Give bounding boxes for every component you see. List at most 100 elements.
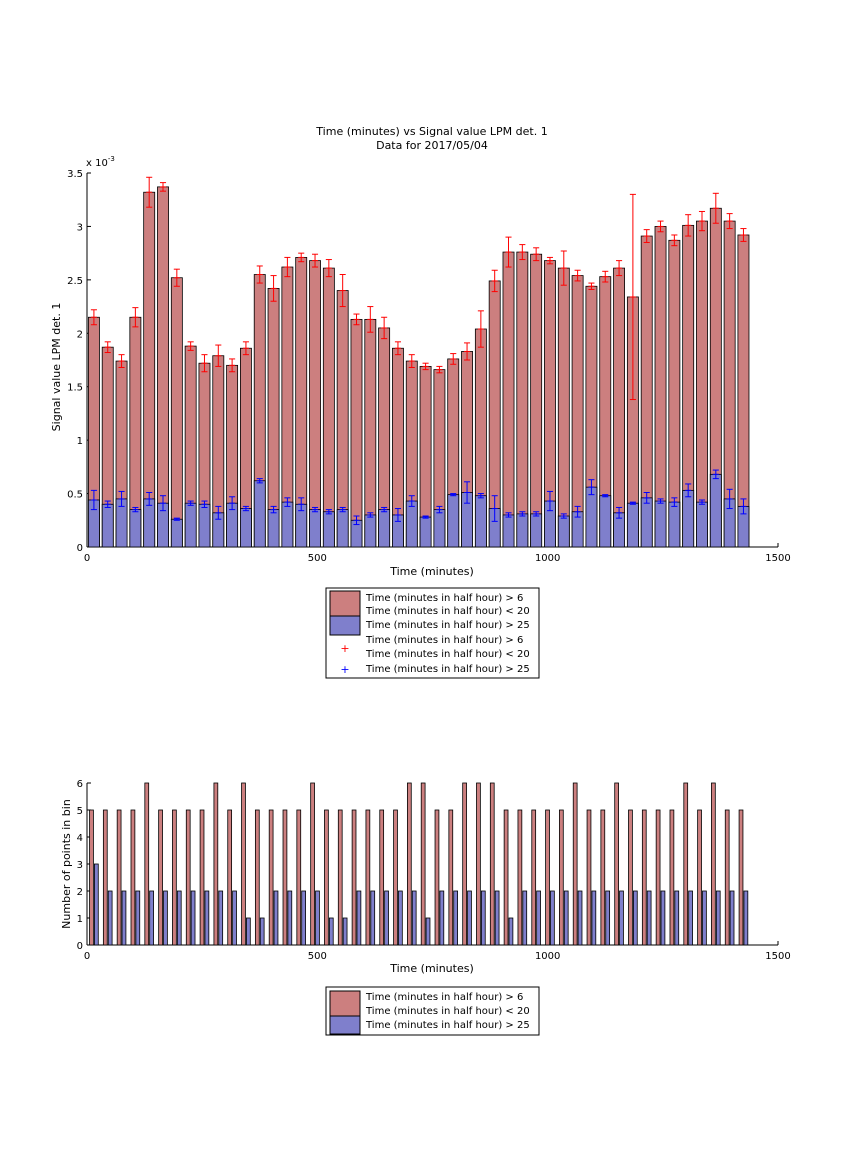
bar-red: [365, 809, 371, 946]
bar-blue: [516, 513, 529, 548]
bar-red: [350, 318, 363, 548]
bar-red: [227, 809, 233, 946]
error-bar-blue: [491, 495, 498, 522]
bar-blue: [121, 890, 127, 946]
bar-blue: [640, 497, 653, 548]
bar-red: [683, 782, 689, 946]
y-tick-label: 3: [77, 860, 83, 871]
top-legend-marker-red: +: [340, 642, 349, 655]
bar-red: [559, 809, 564, 946]
error-bar-blue: [643, 492, 650, 504]
top-legend-swatch-blue: [329, 615, 361, 636]
error-bar-blue: [242, 505, 249, 512]
bar-blue: [599, 495, 612, 548]
error-bar-red: [643, 229, 650, 243]
bar-red: [89, 809, 94, 946]
x-tick-label: 0: [84, 951, 90, 962]
error-bar-red: [477, 310, 484, 348]
bar-blue: [508, 917, 514, 946]
bar-blue: [239, 508, 252, 548]
bar-red: [641, 809, 647, 946]
error-bar-red: [726, 213, 733, 230]
y-tick-label: 2: [77, 887, 83, 898]
bar-blue: [502, 514, 515, 548]
bar-blue: [143, 498, 156, 548]
error-bar-blue: [187, 500, 194, 506]
bar-blue: [646, 890, 652, 946]
top-legend-box: [325, 587, 540, 679]
bar-blue: [315, 890, 320, 946]
error-bar-blue: [173, 517, 180, 521]
top-legend-entry-2: Time (minutes in half hour) < 20: [365, 606, 530, 617]
error-bar-red: [602, 270, 609, 283]
bottom-legend-entry-1: Time (minutes in half hour) > 6: [365, 992, 523, 1003]
bar-blue: [674, 890, 680, 946]
y-tick-label: 2: [77, 329, 83, 340]
error-bar-red: [546, 256, 554, 265]
error-bar-blue: [118, 490, 125, 507]
bar-blue: [715, 890, 721, 946]
bar-blue: [530, 513, 543, 548]
bottom-x-axis-label: Time (minutes): [389, 962, 474, 975]
error-bar-blue: [422, 515, 429, 519]
error-bar-red: [229, 358, 236, 373]
bar-red: [586, 809, 592, 946]
error-bar-red: [381, 316, 388, 340]
bar-blue: [378, 509, 391, 548]
bar-blue: [163, 890, 168, 946]
top-legend-entry-5: Time (minutes in half hour) < 20: [365, 649, 530, 660]
bar-red: [516, 251, 529, 548]
top-legend-entry-1: Time (minutes in half hour) > 6: [365, 593, 523, 604]
bar-red: [545, 809, 550, 946]
error-bar-blue: [533, 511, 540, 517]
top-y-axis-label: Signal value LPM det. 1: [50, 303, 63, 432]
bar-red: [170, 277, 183, 548]
error-bar-blue: [698, 499, 706, 505]
bar-red: [199, 809, 205, 946]
error-bar-red: [325, 259, 332, 278]
error-bar-red: [215, 344, 222, 367]
error-bar-red: [671, 234, 678, 247]
bar-red: [724, 809, 730, 946]
error-bar-blue: [560, 513, 567, 519]
error-bar-blue: [270, 505, 277, 514]
bar-blue: [259, 917, 265, 946]
bar-blue: [190, 890, 196, 946]
bar-blue: [729, 890, 735, 946]
error-bar-blue: [381, 506, 388, 513]
error-bar-red: [256, 265, 263, 284]
bar-blue: [176, 890, 182, 946]
bottom-legend-swatch-blue: [329, 1015, 361, 1035]
error-bar-red: [588, 282, 595, 290]
error-bar-blue: [132, 506, 139, 513]
bar-red: [628, 809, 633, 946]
bar-blue: [356, 890, 362, 946]
error-bar-blue: [367, 512, 374, 518]
error-bar-blue: [256, 478, 263, 484]
bar-red: [572, 782, 578, 946]
bar-blue: [605, 890, 611, 946]
bar-red: [172, 809, 177, 946]
x-tick-label: 1000: [535, 951, 560, 962]
error-bar-red: [560, 250, 567, 286]
error-bar-red: [201, 354, 208, 373]
bar-blue: [336, 509, 349, 548]
bar-red: [241, 782, 246, 946]
error-bar-red: [90, 309, 97, 326]
bar-blue: [328, 917, 334, 946]
x-tick-label: 1000: [535, 553, 560, 564]
error-bar-blue: [726, 488, 733, 510]
bar-blue: [563, 890, 569, 946]
error-bar-red: [104, 341, 111, 354]
error-bar-blue: [616, 506, 623, 519]
y-tick-label: 5: [77, 806, 83, 817]
bar-blue: [696, 501, 708, 548]
bar-blue: [536, 890, 541, 946]
top-legend-entry-6: Time (minutes in half hour) > 25: [365, 664, 530, 675]
error-bar-blue: [740, 498, 747, 515]
chart-title: Time (minutes) vs Signal value LPM det. …: [315, 125, 547, 138]
bar-blue: [632, 890, 638, 946]
error-bar-blue: [671, 497, 678, 507]
error-bar-red: [464, 342, 471, 361]
error-bar-red: [132, 307, 139, 328]
